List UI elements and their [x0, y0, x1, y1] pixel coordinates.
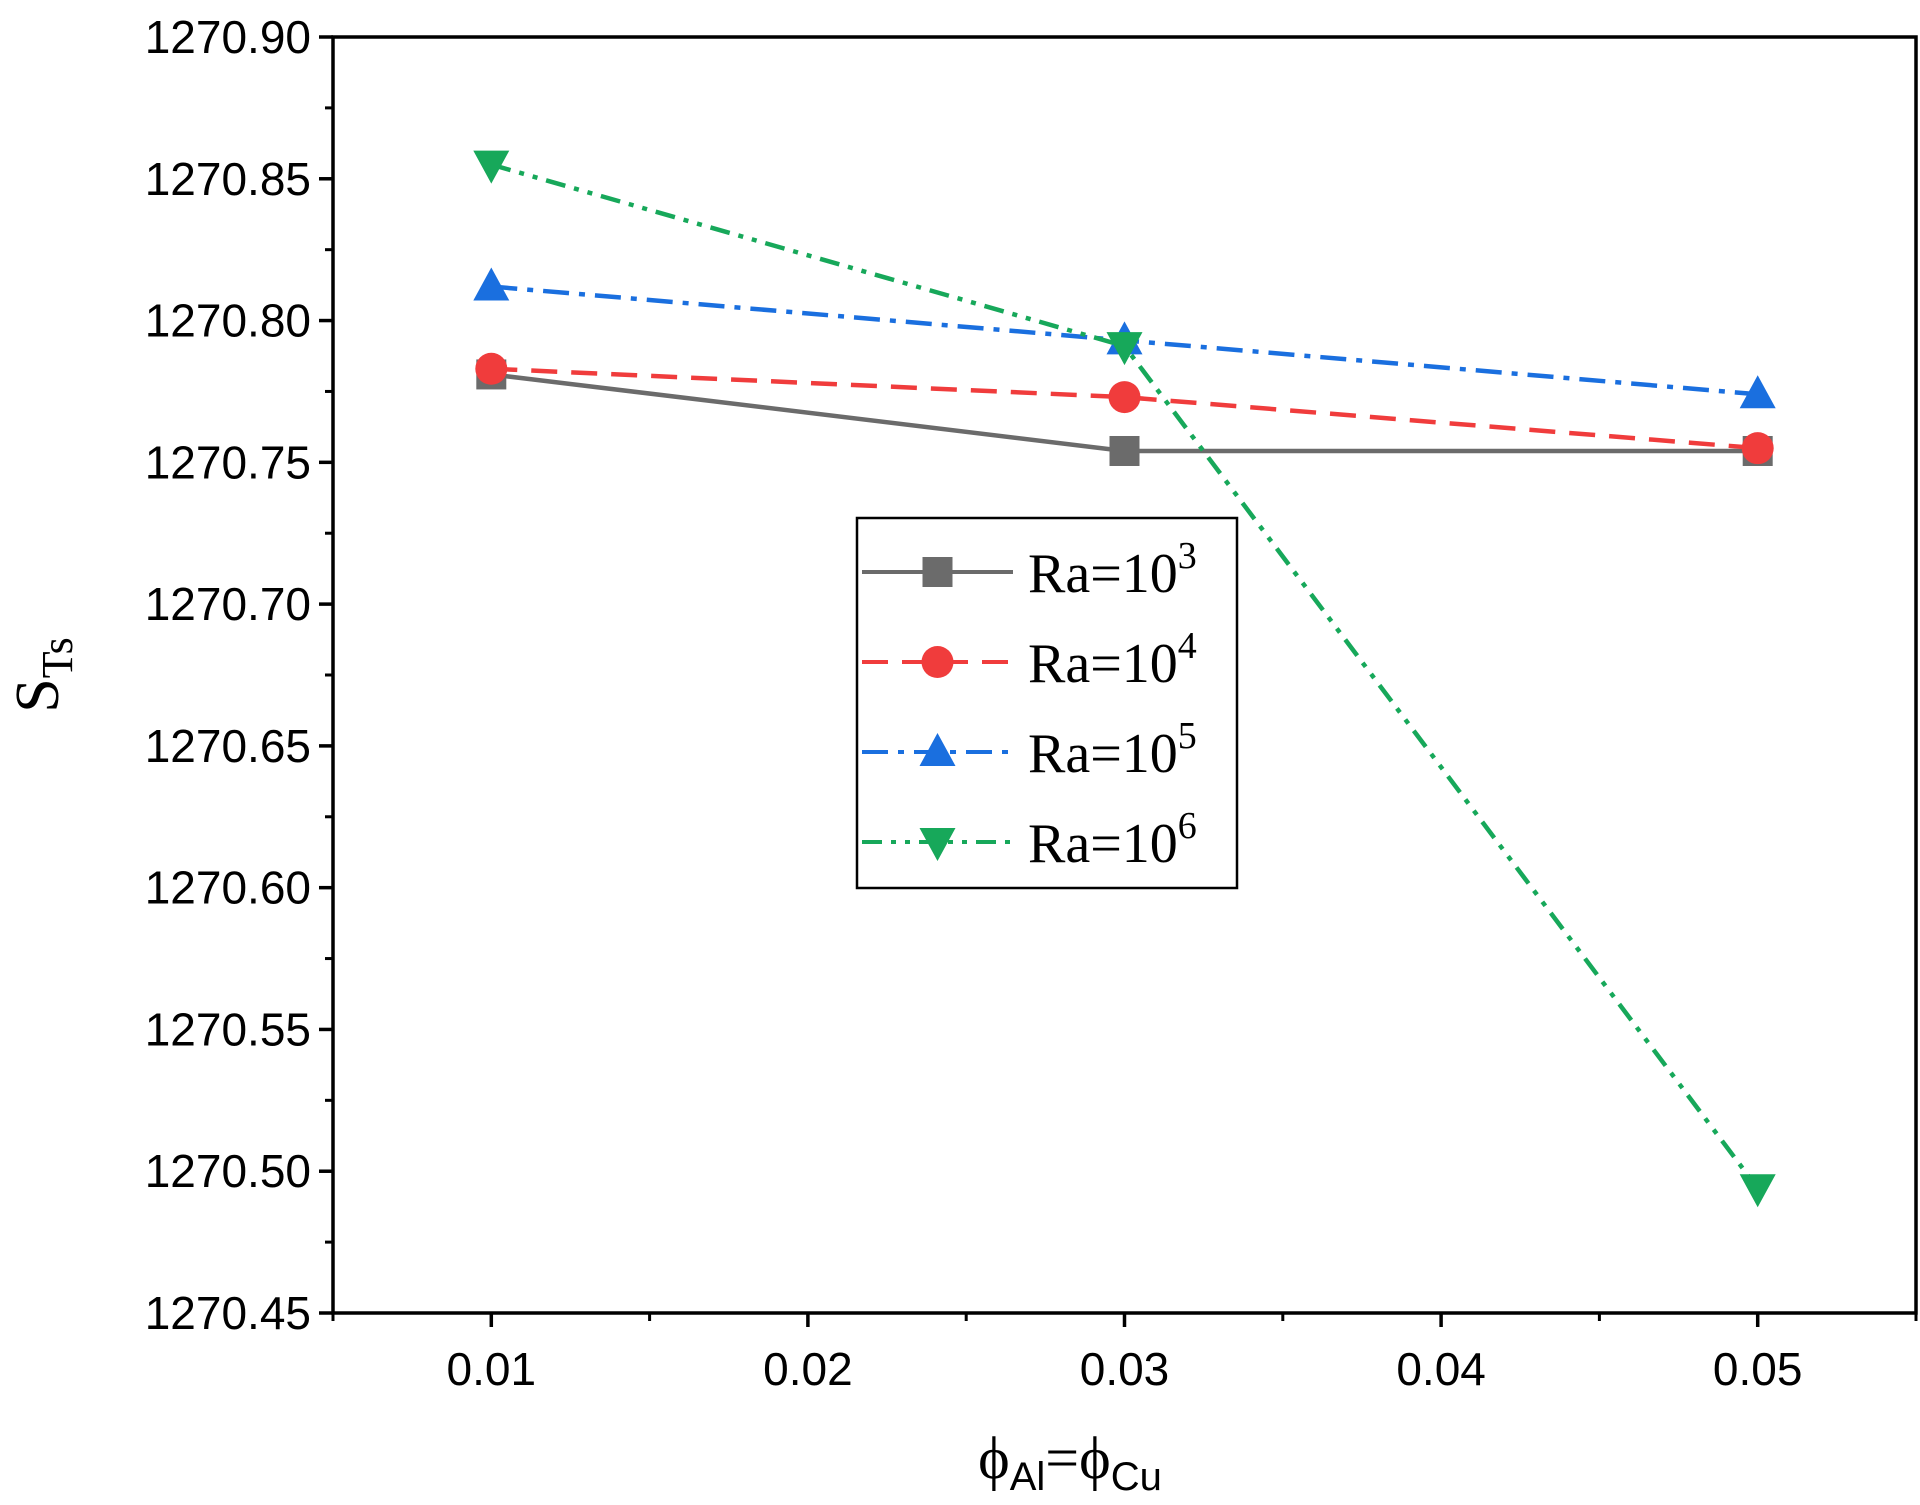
y-tick-label: 1270.55: [145, 1003, 311, 1055]
y-tick-label: 1270.45: [145, 1287, 311, 1339]
y-axis-title: STs: [4, 637, 82, 712]
y-tick-label: 1270.60: [145, 862, 311, 914]
legend-entry-ra-1e3: Ra=103: [862, 535, 1197, 605]
data-point-ra-1e5: [473, 267, 510, 301]
legend-marker-ra-1e3: [922, 557, 953, 587]
legend-label-ra-1e6-exp: 6: [1178, 805, 1197, 847]
y-tick-label: 1270.70: [145, 578, 311, 630]
x-tick-labels: 0.01 0.02 0.03 0.04 0.05: [447, 1343, 1803, 1395]
x-tick-label: 0.04: [1396, 1343, 1486, 1395]
y-tick-label: 1270.65: [145, 720, 311, 772]
plot-frame: [331, 35, 1918, 1315]
series-line-ra-1e4: [491, 366, 1758, 451]
legend-label-ra-1e4: Ra=104: [1028, 625, 1197, 695]
x-tick-label: 0.02: [763, 1343, 853, 1395]
legend-marker-shape: [919, 828, 956, 861]
legend-entry-ra-1e5: Ra=105: [862, 715, 1197, 785]
legend-marker-ra-1e5: [919, 733, 956, 766]
y-axis-title-main: S: [4, 678, 72, 712]
data-point-ra-1e6: [1739, 1174, 1776, 1208]
legend: Ra=103 Ra=104 Ra=105 Ra=106: [855, 516, 1239, 890]
legend-label-ra-1e3-base: Ra=10: [1028, 543, 1178, 605]
x-tick-label: 0.03: [1080, 1343, 1170, 1395]
legend-marker-ra-1e6: [919, 828, 956, 861]
x-axis-title-eq: =ϕ: [1045, 1425, 1110, 1491]
data-point-ra-1e4: [475, 352, 508, 385]
legend-marker-shape: [922, 557, 953, 587]
x-axis-title-main: ϕ: [978, 1425, 1010, 1491]
legend-label-ra-1e3-exp: 3: [1178, 535, 1197, 577]
legend-box: [855, 516, 1239, 890]
legend-entry-ra-1e6: Ra=106: [862, 805, 1197, 875]
x-tick-label: 0.05: [1713, 1343, 1803, 1395]
y-tick-label: 1270.90: [145, 11, 311, 63]
series-ra-1e4: [475, 352, 1774, 465]
legend-label-ra-1e6-base: Ra=10: [1028, 813, 1178, 875]
y-tick-label: 1270.80: [145, 295, 311, 347]
legend-marker-shape: [919, 733, 956, 766]
y-tick-label: 1270.50: [145, 1145, 311, 1197]
legend-marker-ra-1e4: [921, 646, 954, 678]
series-ra-1e6: [473, 150, 1776, 1208]
data-point-ra-1e6: [1106, 332, 1143, 366]
y-tick-labels: 1270.45 1270.50 1270.55 1270.60 1270.65 1270.…: [145, 11, 311, 1339]
legend-label-ra-1e3: Ra=103: [1028, 535, 1197, 605]
legend-label-ra-1e5: Ra=105: [1028, 715, 1197, 785]
legend-label-ra-1e4-base: Ra=10: [1028, 633, 1178, 695]
data-point-ra-1e4: [1741, 432, 1774, 465]
x-axis-title: ϕAl=ϕCu: [978, 1425, 1162, 1499]
data-point-ra-1e4: [1108, 381, 1141, 414]
y-tick-label: 1270.85: [145, 153, 311, 205]
data-point-ra-1e5: [1739, 375, 1776, 409]
y-tick-label: 1270.75: [145, 436, 311, 488]
x-tick-label: 0.01: [447, 1343, 537, 1395]
y-axis-title-sub: Ts: [33, 637, 82, 678]
legend-label-ra-1e5-exp: 5: [1178, 715, 1197, 757]
data-point-ra-1e3: [1109, 435, 1140, 466]
data-point-ra-1e6: [473, 150, 510, 184]
x-axis-title-sub1: Al: [1010, 1455, 1046, 1499]
legend-label-ra-1e4-exp: 4: [1178, 625, 1197, 667]
legend-label-ra-1e5-base: Ra=10: [1028, 723, 1178, 785]
legend-entry-ra-1e4: Ra=104: [862, 625, 1197, 695]
x-axis-title-sub2: Cu: [1111, 1455, 1162, 1499]
legend-marker-shape: [921, 646, 954, 678]
series-layer: [473, 150, 1776, 1208]
legend-label-ra-1e6: Ra=106: [1028, 805, 1197, 875]
